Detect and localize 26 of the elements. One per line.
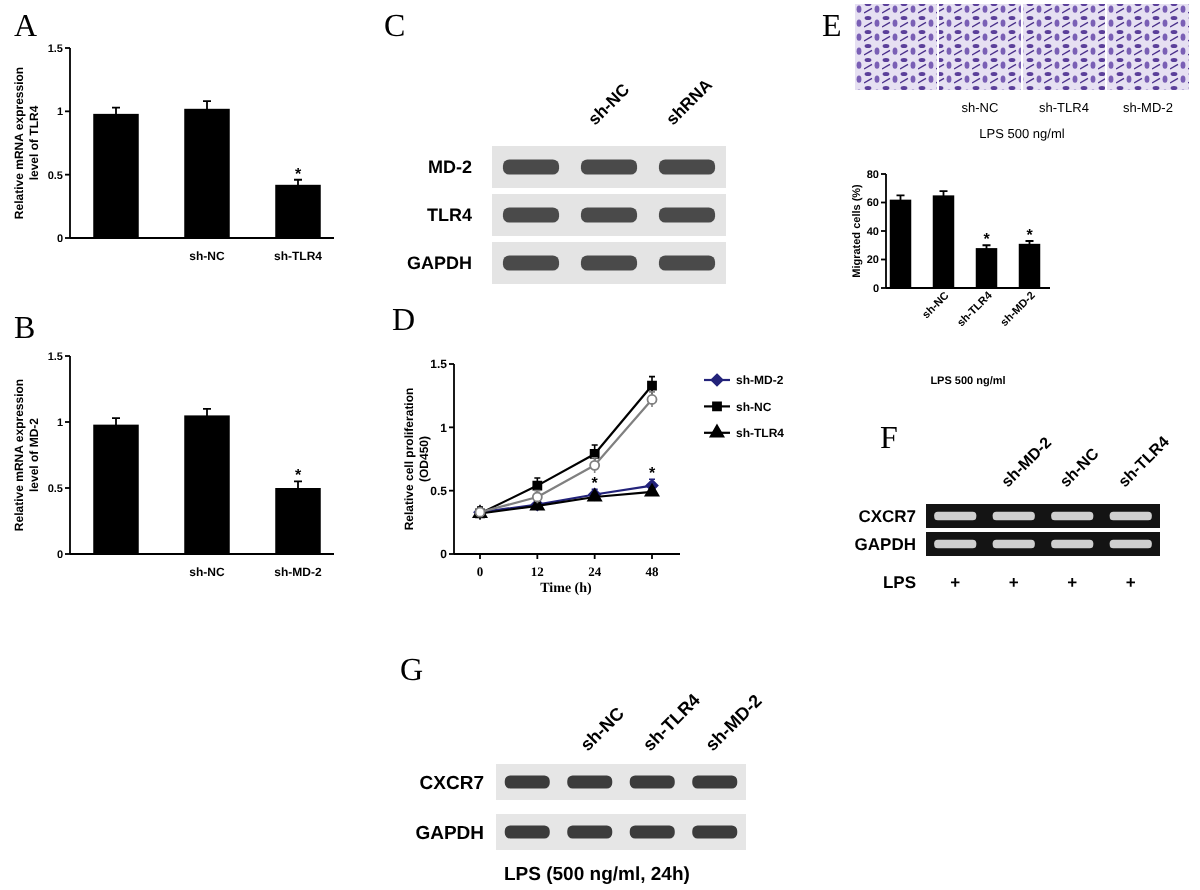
category-label: GAPDH [854,533,916,554]
annotation: * [294,466,303,485]
category-label: TLR4 [427,205,472,226]
text: + [950,571,961,592]
text: G [400,654,424,688]
text: + [1008,571,1019,592]
text: + [1125,571,1136,592]
text: LPS [882,571,917,592]
category-label: GAPDH [415,822,484,845]
text: + [1067,571,1078,592]
chart-title: E [822,10,842,44]
category-label: CXCR7 [419,772,484,795]
chart-title: D [392,304,416,338]
text: C [384,10,406,44]
annotation: * [294,164,303,183]
text: F [880,422,898,456]
chart-title: B [14,312,36,346]
annotation: * [983,230,992,249]
text: LPS (500 ng/ml, 24h) [504,864,690,886]
annotation: * [1026,225,1035,244]
category-label: MD-2 [428,157,472,178]
category-label: GAPDH [406,253,472,274]
annotation: * [591,474,600,493]
chart-title: A [14,10,38,44]
category-label: CXCR7 [858,505,916,526]
annotation: * [648,464,657,483]
